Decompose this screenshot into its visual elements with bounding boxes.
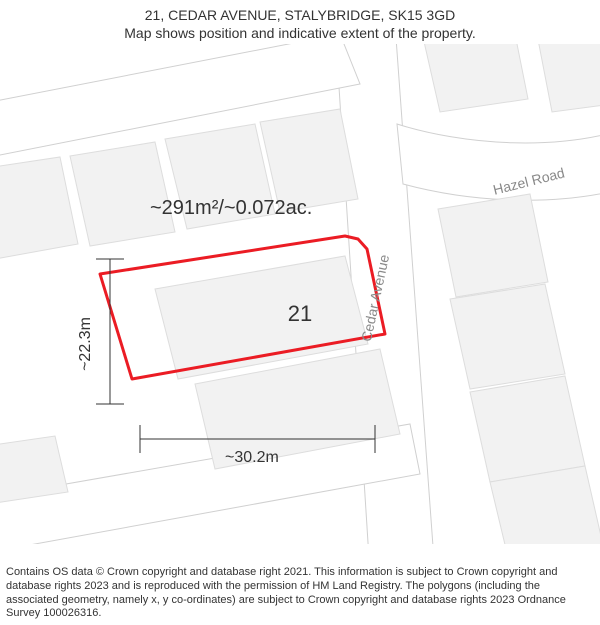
- header-address: 21, CEDAR AVENUE, STALYBRIDGE, SK15 3GD: [10, 6, 590, 24]
- building: [70, 142, 175, 246]
- measure-height-label: ~22.3m: [77, 317, 94, 371]
- building: [0, 157, 78, 259]
- plot-number: 21: [288, 301, 312, 326]
- header-subtitle: Map shows position and indicative extent…: [10, 24, 590, 42]
- building: [438, 194, 548, 297]
- building: [535, 44, 600, 112]
- footer: Contains OS data © Crown copyright and d…: [6, 566, 594, 621]
- building: [470, 376, 585, 482]
- map-area: Cedar AvenueHazel Road21~291m²/~0.072ac.…: [0, 44, 600, 544]
- measure-width-label: ~30.2m: [225, 449, 279, 466]
- building: [450, 284, 565, 389]
- area-label: ~291m²/~0.072ac.: [150, 197, 312, 219]
- footer-text: Contains OS data © Crown copyright and d…: [6, 566, 566, 619]
- header: 21, CEDAR AVENUE, STALYBRIDGE, SK15 3GD …: [0, 0, 600, 44]
- map-svg: Cedar AvenueHazel Road21~291m²/~0.072ac.…: [0, 44, 600, 544]
- building: [420, 44, 528, 112]
